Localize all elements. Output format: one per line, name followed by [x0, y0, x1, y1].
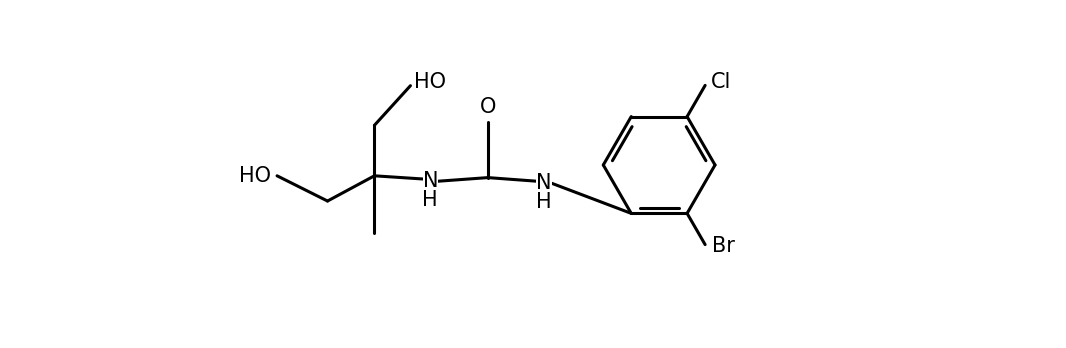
- Text: O: O: [480, 97, 496, 117]
- Text: N: N: [536, 173, 551, 193]
- Text: Br: Br: [712, 236, 734, 256]
- Text: HO: HO: [240, 166, 272, 186]
- Text: H: H: [536, 192, 551, 212]
- Text: H: H: [422, 190, 438, 210]
- Text: Cl: Cl: [711, 72, 731, 92]
- Text: N: N: [422, 171, 438, 191]
- Text: HO: HO: [415, 72, 447, 92]
